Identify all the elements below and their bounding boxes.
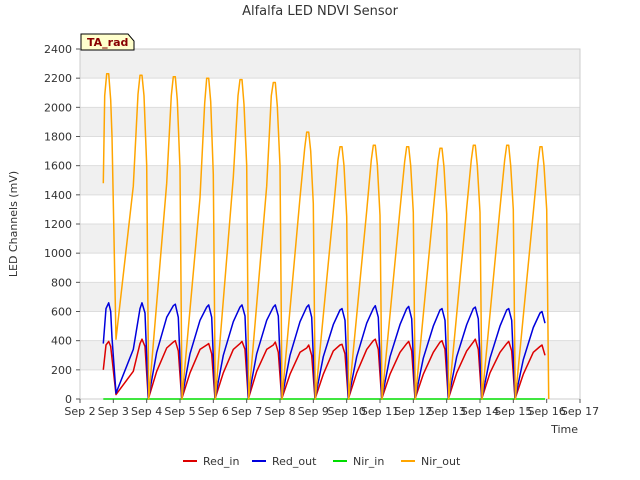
y-tick-label: 2000 — [44, 101, 72, 114]
y-tick-label: 600 — [51, 306, 72, 319]
y-tick-label: 2200 — [44, 72, 72, 85]
legend-label-nir-in: Nir_in — [353, 455, 384, 468]
y-tick-label: 1600 — [44, 160, 72, 173]
x-tick-label: Sep 11 — [361, 405, 399, 418]
legend-label-nir-out: Nir_out — [421, 455, 461, 468]
x-tick-label: Sep 10 — [328, 405, 366, 418]
y-tick-label: 1200 — [44, 218, 72, 231]
x-tick-label: Sep 14 — [461, 405, 499, 418]
legend-label-red-out: Red_out — [272, 455, 317, 468]
x-tick-label: Sep 13 — [428, 405, 466, 418]
x-tick-label: Sep 4 — [131, 405, 162, 418]
x-tick-label: Sep 3 — [98, 405, 129, 418]
x-tick-label: Sep 7 — [231, 405, 262, 418]
y-tick-label: 1000 — [44, 247, 72, 260]
legend-label-red-in: Red_in — [203, 455, 239, 468]
grid-band — [80, 165, 580, 195]
y-tick-label: 400 — [51, 335, 72, 348]
y-tick-label: 1400 — [44, 189, 72, 202]
chart-title: Alfalfa LED NDVI Sensor — [242, 4, 399, 19]
plot-background — [80, 49, 580, 370]
y-tick-label: 0 — [65, 393, 72, 406]
x-tick-label: Sep 6 — [198, 405, 229, 418]
legend: Red_in Red_out Nir_in Nir_out — [183, 455, 461, 468]
y-tick-label: 2400 — [44, 43, 72, 56]
y-tick-label: 200 — [51, 364, 72, 377]
x-tick-label: Sep 2 — [64, 405, 95, 418]
y-axis-label: LED Channels (mV) — [7, 171, 20, 277]
series-layer — [102, 73, 550, 400]
annotation-text: TA_rad — [87, 36, 128, 49]
x-tick-label: Sep 8 — [264, 405, 295, 418]
x-axis-label: Time — [550, 423, 578, 436]
grid-band — [80, 49, 580, 79]
y-tick-label: 800 — [51, 276, 72, 289]
x-tick-label: Sep 12 — [394, 405, 432, 418]
x-tick-label: Sep 9 — [298, 405, 329, 418]
axes: 0 200 400 600 800 1000 1200 1400 1600 1800 2000 220… — [44, 43, 599, 418]
series-line-red-out — [102, 302, 546, 400]
x-tick-label: Sep 15 — [494, 405, 532, 418]
series-line-nir-out — [102, 73, 550, 400]
grid-band — [80, 107, 580, 137]
x-tick-label: Sep 16 — [528, 405, 566, 418]
x-tick-label: Sep 5 — [164, 405, 195, 418]
y-tick-label: 1800 — [44, 131, 72, 144]
series-line-red-in — [102, 338, 546, 400]
x-tick-label: Sep 17 — [561, 405, 599, 418]
annotation-badge: TA_rad — [80, 33, 135, 51]
grid-band — [80, 282, 580, 312]
